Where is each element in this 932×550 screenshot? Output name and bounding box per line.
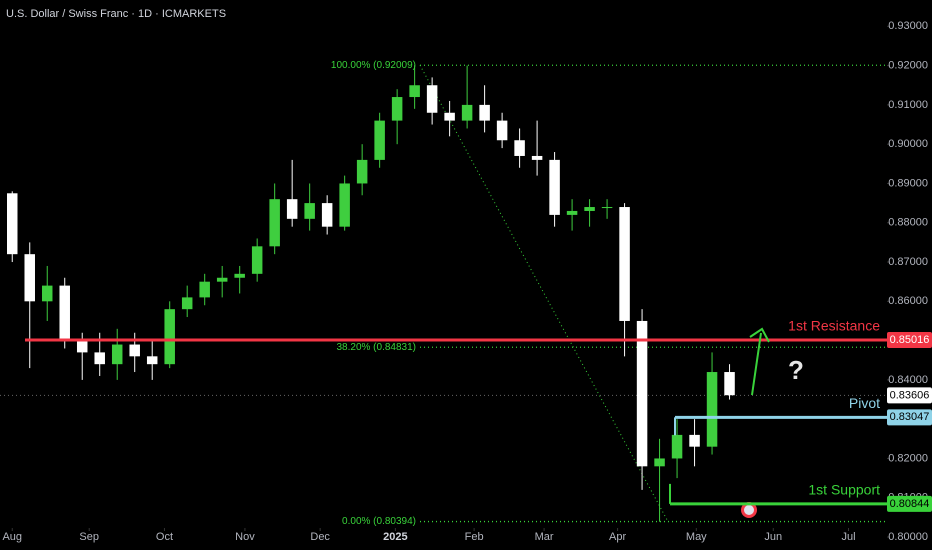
- candle-body: [724, 372, 735, 396]
- candle-body: [671, 434, 683, 459]
- y-tick-label: 0.88000: [888, 217, 928, 229]
- candle-body: [251, 246, 263, 274]
- resistance-box: [887, 331, 932, 348]
- projection-arrowhead: [749, 327, 770, 343]
- candle-body: [6, 193, 18, 255]
- pivot-value: 0.83047: [890, 411, 930, 423]
- candle-body: [129, 344, 140, 357]
- candle-body: [24, 254, 35, 302]
- question-mark: ?: [788, 355, 804, 385]
- candle-body: [409, 85, 420, 98]
- candle-body: [59, 285, 70, 341]
- candle-body: [146, 356, 158, 365]
- candle-body: [269, 199, 280, 247]
- fib-label: 0.00% (0.80394): [342, 516, 416, 527]
- candle-body: [566, 210, 578, 215]
- candle-body: [111, 344, 123, 365]
- y-tick-label: 0.93000: [888, 20, 928, 32]
- candle-body: [216, 277, 228, 282]
- candle-body: [461, 104, 473, 121]
- fib-label: 100.00% (0.92009): [331, 60, 416, 71]
- y-tick-label: 0.92000: [888, 60, 928, 72]
- y-tick-label: 0.80000: [888, 531, 928, 543]
- candle-body: [619, 207, 630, 321]
- x-tick-label: Oct: [156, 531, 173, 543]
- candle-body: [286, 199, 298, 219]
- candle-body: [479, 104, 490, 121]
- x-tick-label: May: [686, 531, 707, 543]
- x-tick-label: Mar: [535, 531, 554, 543]
- candle-body: [94, 352, 105, 365]
- level-name: Pivot: [849, 395, 880, 411]
- x-tick-label: Nov: [235, 531, 255, 543]
- candle-body: [654, 458, 665, 467]
- fib-label: 38.20% (0.84831): [336, 342, 416, 353]
- projection-arrow: [751, 332, 762, 396]
- candle-body: [391, 97, 403, 121]
- candle-body: [339, 183, 350, 227]
- x-tick-label: Feb: [465, 531, 484, 543]
- candle-body: [164, 309, 175, 365]
- candle-body: [41, 285, 53, 302]
- candle-body: [181, 297, 193, 310]
- candle-body: [496, 120, 508, 141]
- candle-body: [199, 281, 210, 298]
- x-tick-label: 2025: [383, 531, 407, 543]
- y-tick-label: 0.84000: [888, 374, 928, 386]
- candle-body: [321, 203, 333, 227]
- y-tick-label: 0.89000: [888, 177, 928, 189]
- resistance-value: 0.85016: [890, 334, 930, 346]
- candle-body: [706, 372, 718, 447]
- candle-body: [514, 140, 525, 156]
- support-value: 0.80844: [890, 498, 930, 510]
- last-price-box: [887, 387, 932, 404]
- x-tick-label: Jul: [841, 531, 855, 543]
- candle-body: [584, 207, 595, 211]
- chart-title: U.S. Dollar / Swiss Franc · 1D · ICMARKE…: [6, 8, 226, 20]
- candle-body: [426, 85, 438, 113]
- candle-body: [374, 120, 385, 160]
- candle-body: [356, 159, 368, 184]
- y-tick-label: 0.82000: [888, 452, 928, 464]
- level-name: 1st Support: [808, 482, 880, 498]
- x-tick-label: Aug: [2, 531, 22, 543]
- y-tick-label: 0.91000: [888, 99, 928, 111]
- last-price-value: 0.83606: [890, 389, 930, 401]
- y-tick-label: 0.86000: [888, 295, 928, 307]
- candle-body: [636, 320, 648, 467]
- candle-body: [601, 207, 613, 209]
- x-tick-label: Sep: [79, 531, 99, 543]
- event-icon-flag: [744, 505, 754, 515]
- y-tick-label: 0.90000: [888, 138, 928, 150]
- y-tick-label: 0.87000: [888, 256, 928, 268]
- candle-body: [549, 159, 560, 215]
- candle-body: [234, 273, 245, 278]
- x-tick-label: Jun: [764, 531, 782, 543]
- x-tick-label: Apr: [609, 531, 626, 543]
- candle-body: [76, 340, 88, 353]
- candle-body: [531, 155, 543, 160]
- candle-body: [304, 203, 315, 219]
- level-name: 1st Resistance: [788, 318, 880, 334]
- candle-body: [444, 112, 455, 121]
- candle-body: [689, 434, 700, 447]
- support-box: [887, 495, 932, 512]
- fib-diagonal: [419, 65, 669, 522]
- pivot-box: [887, 409, 932, 426]
- x-tick-label: Dec: [310, 531, 330, 543]
